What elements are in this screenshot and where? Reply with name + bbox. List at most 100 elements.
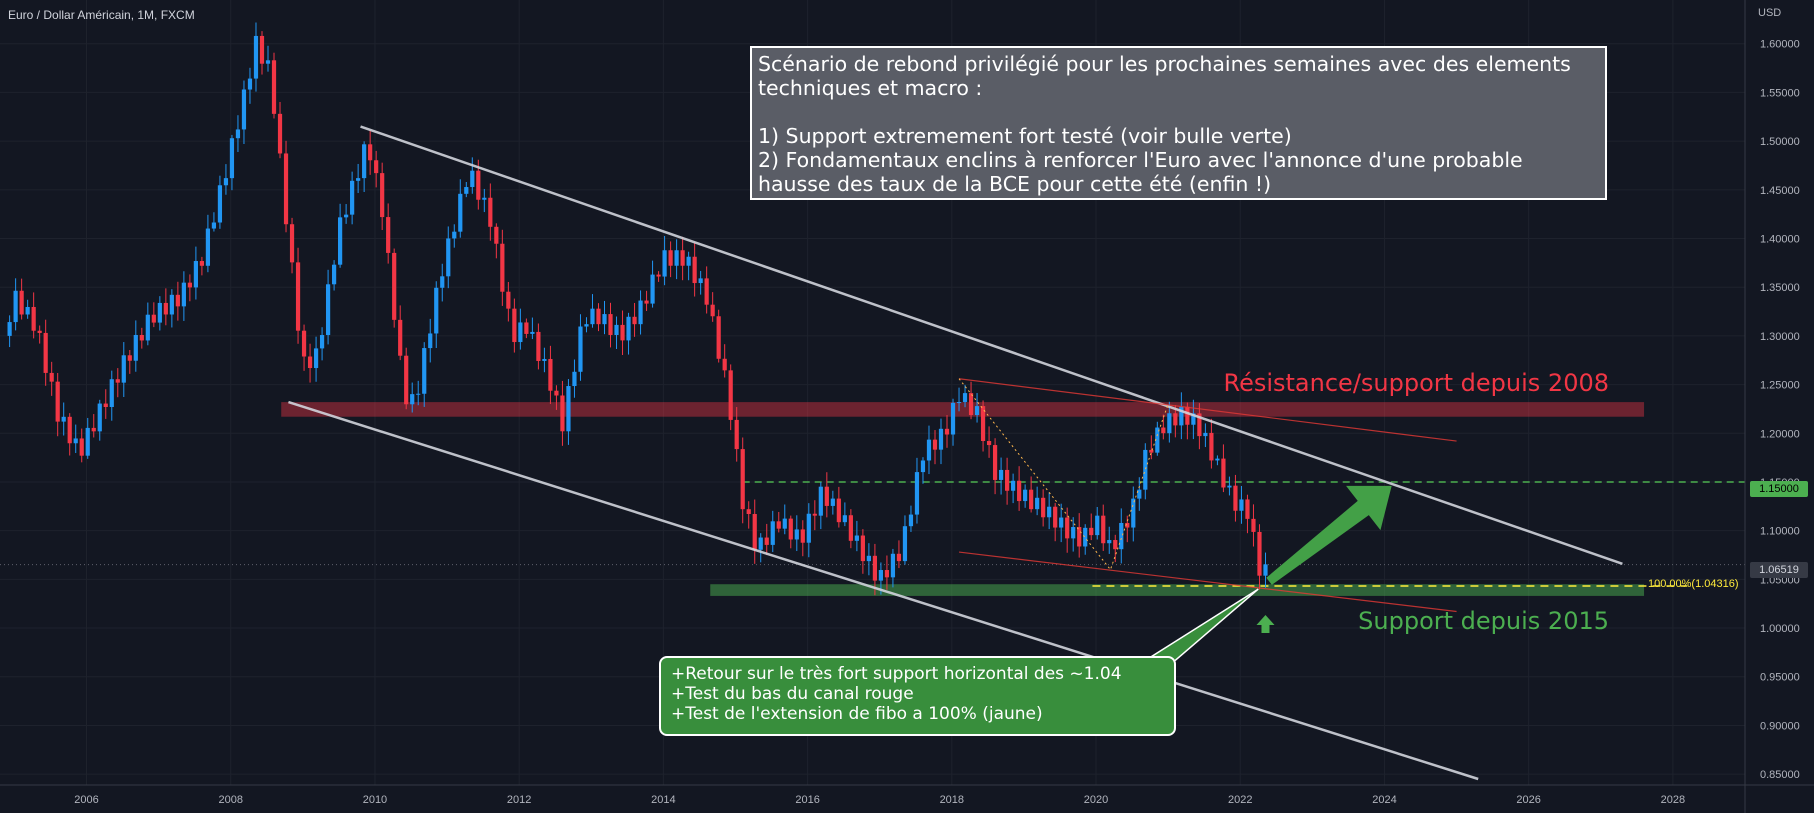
red-channel-line: [958, 551, 1457, 613]
candle-body: [1221, 458, 1226, 488]
candle-body: [1107, 540, 1112, 544]
gray-channel-line: [288, 400, 1479, 781]
candle-body: [794, 529, 799, 540]
candle-body: [1173, 413, 1178, 426]
candle-body: [914, 472, 920, 515]
candle-body: [536, 331, 541, 361]
candle-body: [175, 294, 180, 307]
candle-body: [464, 187, 469, 194]
support-callout[interactable]: +Retour sur le très fort support horizon…: [659, 656, 1176, 736]
candle-body: [866, 555, 871, 562]
candle-body: [55, 381, 60, 422]
candle-body: [716, 316, 721, 359]
candle-body: [121, 355, 126, 383]
candle-body: [1185, 406, 1190, 425]
candle-body: [1035, 497, 1040, 510]
candle-body: [704, 278, 709, 305]
candle-body: [31, 306, 36, 331]
candle-body: [878, 570, 884, 581]
y-tick-label: 1.30000: [1760, 331, 1800, 343]
candle-body: [193, 261, 198, 288]
y-tick-label: 1.10000: [1760, 526, 1800, 538]
y-tick-label: 1.25000: [1760, 380, 1800, 392]
candle-body: [644, 300, 649, 304]
candle-body: [998, 469, 1004, 480]
candle-body: [476, 170, 481, 200]
candle-body: [1197, 413, 1202, 437]
candle-body: [235, 129, 241, 139]
x-tick-label: 2028: [1661, 794, 1685, 806]
candle-body: [1125, 522, 1130, 528]
candle-body: [560, 395, 565, 432]
x-tick-label: 2022: [1228, 794, 1252, 806]
candle-body: [788, 518, 793, 540]
candle-body: [1161, 427, 1166, 434]
candle-body: [698, 278, 703, 284]
candle-body: [806, 513, 811, 543]
candle-body: [542, 358, 547, 361]
candle-body: [944, 428, 950, 435]
scenario-note[interactable]: Scénario de rebond privilégié pour les p…: [750, 46, 1607, 200]
candle-body: [896, 553, 902, 562]
candle-body: [1263, 564, 1268, 576]
candle-body: [962, 393, 968, 403]
candle-body: [902, 526, 908, 562]
candle-body: [1004, 469, 1010, 491]
candle-body: [830, 498, 835, 506]
x-tick-label: 2014: [651, 794, 675, 806]
candle-body: [812, 513, 817, 516]
candle-body: [422, 348, 427, 394]
candle-body: [1095, 515, 1100, 536]
scenario-line-2: techniques et macro :: [758, 76, 983, 100]
candle-body: [404, 355, 409, 405]
candle-body: [722, 358, 727, 371]
x-tick-label: 2006: [74, 794, 98, 806]
x-tick-label: 2020: [1084, 794, 1108, 806]
support-zone: [710, 584, 1645, 596]
y-tick-label: 1.55000: [1760, 87, 1800, 99]
candle-body: [127, 355, 132, 361]
candle-body: [626, 316, 631, 341]
candle-body: [518, 322, 523, 343]
candle-body: [854, 535, 859, 541]
candle-body: [458, 193, 463, 232]
candle-body: [932, 439, 938, 450]
candle-body: [488, 197, 493, 227]
candle-body: [1215, 458, 1220, 461]
candle-body: [1167, 413, 1172, 434]
candle-body: [494, 226, 499, 244]
candle-body: [295, 262, 301, 331]
x-tick-label: 2012: [507, 794, 531, 806]
candle-body: [656, 274, 661, 277]
candle-body: [578, 326, 583, 372]
candle-body: [344, 214, 349, 218]
candle-body: [271, 60, 277, 114]
last-price-tag: 1.06519: [1750, 562, 1808, 578]
resistance-zone: [281, 402, 1645, 417]
candle-body: [181, 282, 186, 307]
candle-body: [265, 60, 271, 64]
candle-body: [241, 89, 247, 130]
candle-body: [782, 518, 787, 529]
candle-body: [908, 514, 914, 527]
x-tick-label: 2010: [363, 794, 387, 806]
x-tick-label: 2018: [940, 794, 964, 806]
x-tick-label: 2024: [1372, 794, 1396, 806]
candle-body: [133, 334, 138, 361]
candle-body: [872, 555, 878, 581]
candle-body: [548, 358, 553, 391]
candle-body: [145, 314, 150, 341]
candle-body: [956, 402, 962, 404]
candle-body: [680, 250, 685, 266]
candle-body: [566, 386, 571, 432]
candle-body: [7, 322, 12, 336]
candle-body: [824, 486, 829, 506]
resistance-label: Résistance/support depuis 2008: [1223, 369, 1609, 397]
candle-body: [67, 416, 72, 444]
candle-body: [1233, 485, 1238, 511]
candle-body: [187, 282, 192, 288]
candle-body: [776, 521, 781, 529]
candle-body: [1059, 517, 1064, 528]
candle-body: [452, 231, 457, 239]
